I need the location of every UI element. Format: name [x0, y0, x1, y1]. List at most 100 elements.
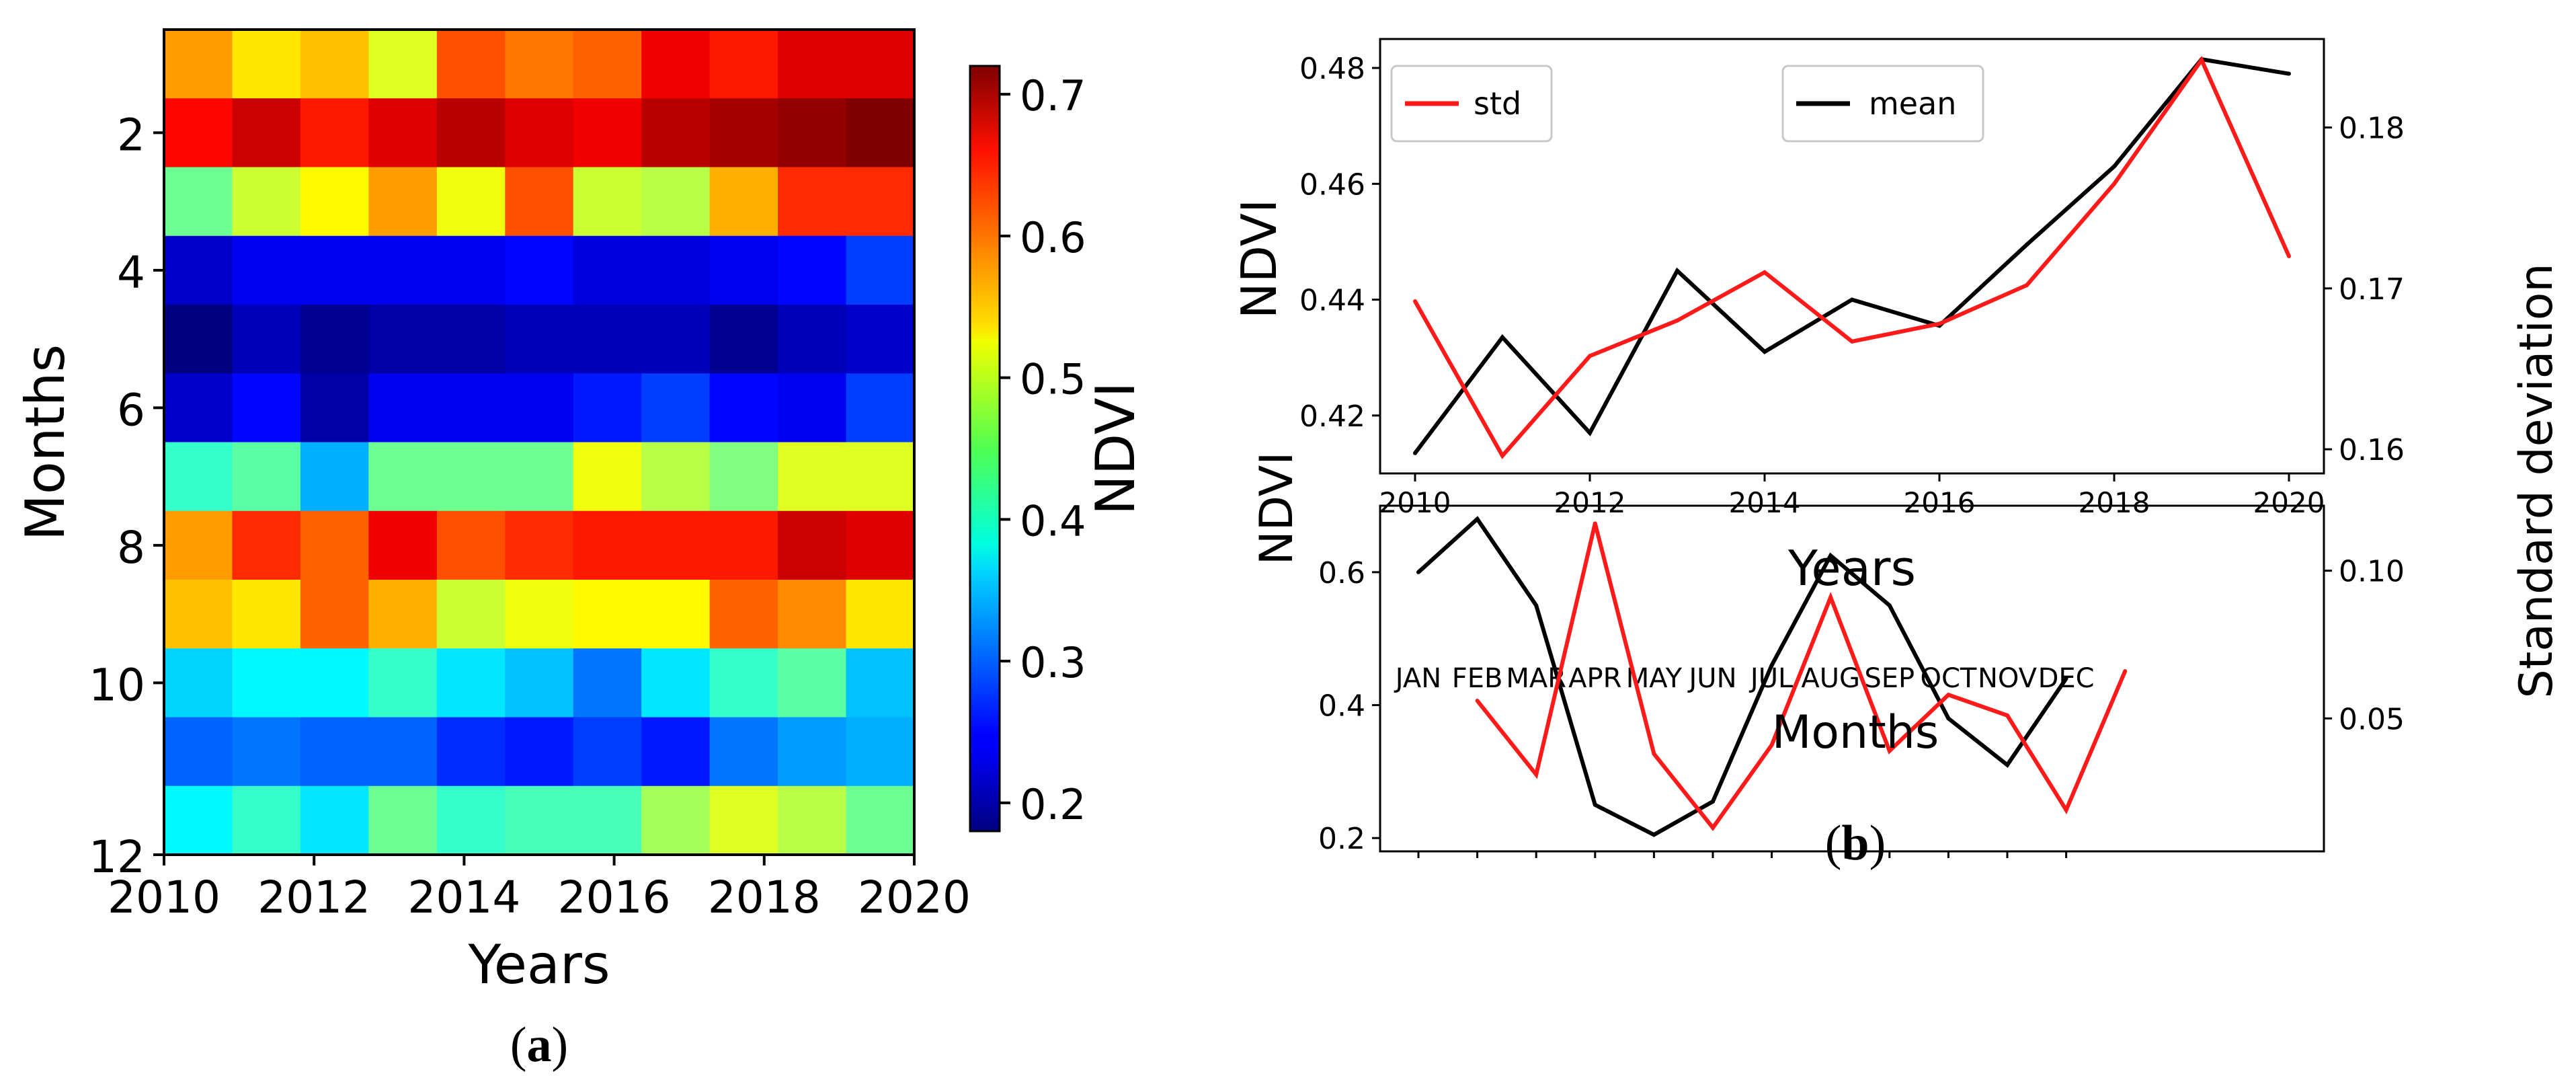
monthly-x-tick-label: AUG	[1801, 663, 1860, 694]
yearly-ticks: 2010 2012 2014 2016 2018 2020 0.42 0.44 0.46 0.48…	[1299, 52, 2405, 519]
heatmap-y-tick-label: 10	[89, 659, 145, 711]
yearly-std-point	[1588, 354, 1592, 358]
heatmap-cell	[709, 442, 778, 512]
heatmap-cell	[232, 648, 301, 718]
monthly-std-point	[1946, 693, 1951, 697]
heatmap-cell	[300, 648, 369, 718]
heatmap-cell	[778, 648, 847, 718]
heatmap-y-tick-label: 4	[117, 247, 145, 299]
heatmap-cell	[641, 98, 711, 168]
monthly-x-tick-label: SEP	[1864, 663, 1915, 694]
heatmap-cell	[778, 717, 847, 787]
heatmap-cell	[846, 167, 915, 237]
heatmap-cell	[641, 785, 711, 855]
monthly-x-tick-label: JUN	[1687, 663, 1737, 694]
heatmap-cell	[368, 373, 438, 443]
heatmap-cell	[641, 648, 711, 718]
heatmap-cell	[846, 98, 915, 168]
monthly-mean-line	[1416, 516, 2068, 837]
yearly-plot-frame	[1379, 38, 2325, 475]
yearly-y-tick-label: 0.44	[1299, 284, 1365, 318]
heatmap-cell	[164, 785, 233, 855]
heatmap-cell	[368, 167, 438, 237]
heatmap-cell	[709, 510, 778, 580]
heatmap-y-axis-label: Months	[14, 344, 77, 541]
heatmap-cell	[164, 510, 233, 580]
heatmap-cell	[573, 235, 642, 305]
monthly-mean-point	[1593, 802, 1597, 807]
heatmap-cell	[505, 510, 574, 580]
heatmap-cell	[505, 785, 574, 855]
heatmap-cell	[641, 580, 711, 649]
heatmap-y-tick-label: 12	[89, 831, 145, 883]
heatmap-cell	[232, 167, 301, 237]
heatmap-cell	[709, 373, 778, 443]
heatmap-cell	[573, 30, 642, 99]
monthly-std-point	[1887, 748, 1892, 753]
heatmap-cell	[164, 373, 233, 443]
heatmap-cell	[300, 442, 369, 512]
monthly-y2-tick-label: 0.10	[2339, 555, 2405, 589]
monthly-std-line	[1476, 523, 2127, 831]
yearly-mean-point	[1763, 350, 1767, 354]
heatmap-frame	[163, 28, 916, 856]
standard-deviation-label: Standard deviation	[2510, 263, 2563, 698]
yearly-x-tick-label: 2020	[2253, 486, 2325, 519]
yearly-x-tick-label: 2018	[2079, 486, 2150, 519]
heatmap-cell	[709, 580, 778, 649]
monthly-std-point	[1652, 752, 1656, 757]
heatmap-cell	[300, 580, 369, 649]
heatmap-cell	[368, 442, 438, 512]
panel-b-monthly-chart: JAN FEB MAR APR MAY JUN JUL AUG SEP OCT NOV DEC0.20…	[1250, 452, 2405, 871]
heatmap-cell	[709, 305, 778, 374]
heatmap-cell	[505, 30, 574, 99]
heatmap-cell	[778, 580, 847, 649]
monthly-std-point	[1769, 742, 1774, 747]
yearly-y-tick-label: 0.42	[1299, 399, 1365, 434]
heatmap-cell	[164, 648, 233, 718]
heatmap-cell	[709, 648, 778, 718]
legend-std-box	[1390, 65, 1553, 143]
colorbar-tick-label: 0.4	[1020, 496, 1086, 545]
heatmap-cell	[641, 305, 711, 374]
yearly-mean-point	[1588, 430, 1592, 435]
heatmap-cell	[232, 305, 301, 374]
heatmap-cell	[778, 98, 847, 168]
heatmap-cell	[778, 167, 847, 237]
heatmap-x-tick-label: 2016	[558, 872, 671, 923]
monthly-plot-frame	[1379, 504, 2325, 853]
heatmap-cell	[164, 167, 233, 237]
heatmap-cell	[846, 785, 915, 855]
heatmap-cell	[436, 510, 506, 580]
heatmap-cell	[709, 785, 778, 855]
heatmap-x-tick-label: 2020	[858, 872, 971, 923]
heatmap-cell	[778, 373, 847, 443]
heatmap-y-tick-label: 6	[117, 384, 145, 436]
heatmap-cell	[368, 510, 438, 580]
heatmap-cell	[505, 717, 574, 787]
monthly-std-point	[1534, 772, 1539, 777]
heatmap-cell	[709, 717, 778, 787]
colorbar-tick-label: 0.6	[1020, 213, 1086, 262]
yearly-y2-tick-label: 0.16	[2339, 433, 2405, 467]
yearly-mean-point	[1675, 268, 1679, 273]
heatmap-cell	[573, 785, 642, 855]
monthly-mean-point	[1946, 716, 1951, 721]
heatmap-cell	[573, 648, 642, 718]
heatmap-x-tick-label: 2010	[108, 872, 220, 923]
yearly-mean-point	[1850, 297, 1854, 302]
yearly-mean-point	[1500, 335, 1504, 340]
yearly-std-point	[2287, 254, 2291, 258]
heatmap-cell	[164, 717, 233, 787]
heatmap-cell	[846, 30, 915, 99]
colorbar-tick-label: 0.7	[1020, 71, 1086, 120]
heatmap-cell	[505, 167, 574, 237]
monthly-lines	[1416, 516, 2128, 837]
yearly-x-axis-label: Years	[1787, 540, 1916, 596]
heatmap-cell	[846, 580, 915, 649]
heatmap-cell	[368, 717, 438, 787]
heatmap-cell	[164, 305, 233, 374]
yearly-mean-point	[2112, 164, 2116, 169]
monthly-std-point	[2005, 713, 2009, 718]
